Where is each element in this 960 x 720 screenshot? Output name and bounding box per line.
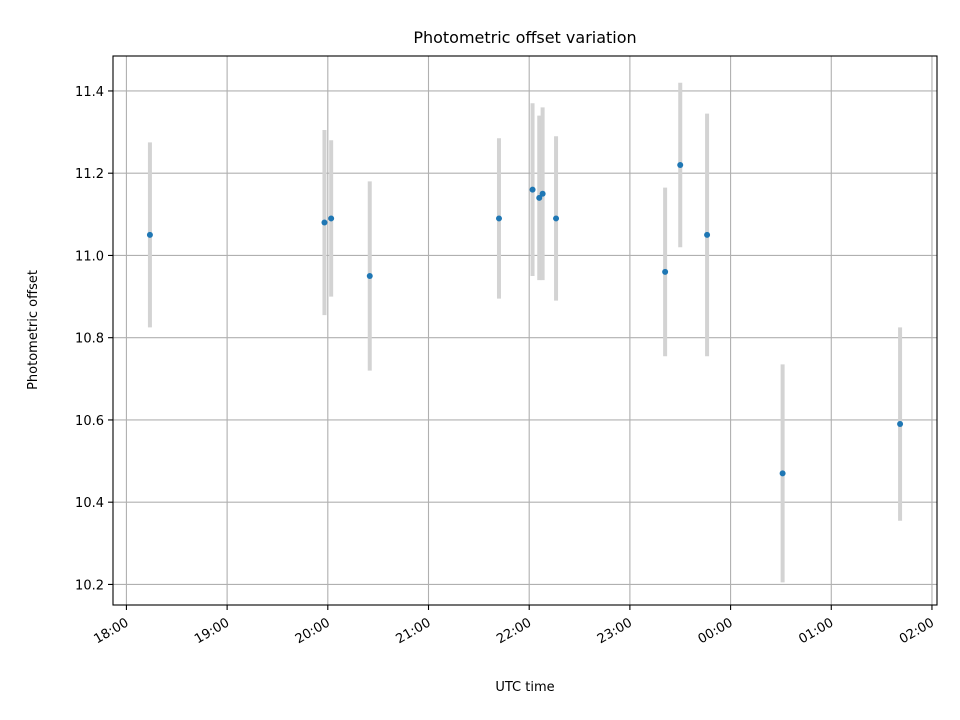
data-point [662,268,669,275]
y-tick-label: 10.8 [75,332,104,347]
data-point [146,231,153,238]
y-tick-label: 11.4 [75,85,104,100]
y-axis-label: Photometric offset [26,270,41,390]
y-tick-label: 11.0 [75,249,104,264]
plot-area [113,56,937,605]
y-tick-label: 10.4 [75,496,104,511]
data-point [536,194,543,201]
y-tick-label: 11.2 [75,167,104,182]
data-point [779,470,786,477]
data-point [704,231,711,238]
data-point [328,215,335,222]
data-point [529,186,536,193]
x-axis-label: UTC time [495,680,554,695]
data-point [495,215,502,222]
data-point [553,215,560,222]
data-point [897,421,904,428]
data-point [366,273,373,280]
data-points [146,161,904,477]
data-point [539,190,546,197]
chart-title: Photometric offset variation [413,28,636,47]
axes-frame [112,55,938,606]
data-point [677,161,684,168]
y-tick-label: 10.2 [75,578,104,593]
data-point [321,219,328,226]
y-axis-ticks: 10.2 10.4 10.6 10.8 11.0 11.2 11.4 [75,85,113,593]
grid [113,56,937,605]
y-tick-label: 10.6 [75,414,104,429]
